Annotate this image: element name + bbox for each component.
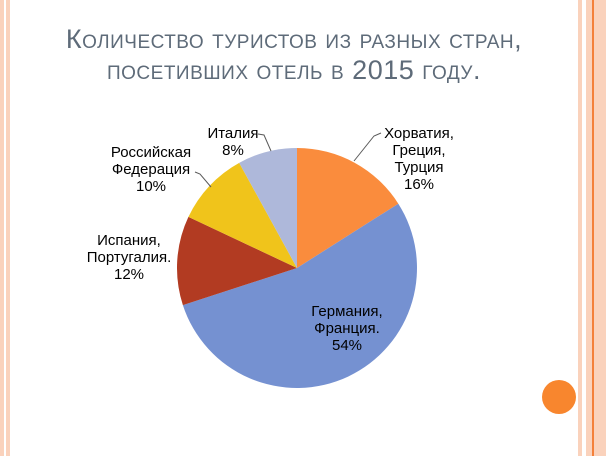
decorative-circle <box>542 380 576 414</box>
pie-label-spain-portugal: Испания, Португалия. 12% <box>86 232 172 283</box>
left-border-stripe-inner <box>6 0 10 456</box>
leader-line-croatia <box>353 132 382 162</box>
pie-label-russian-federation: Российская Федерация 10% <box>110 144 192 195</box>
pie-label-germany-france: Германия, Франция. 54% <box>311 303 383 354</box>
slide-title-line1: Количество туристов из разных стран, <box>65 24 523 54</box>
leader-line-russia <box>194 171 212 188</box>
slide-title-line2: посетивших отель в 2015 году. <box>107 55 481 85</box>
leader-line-italy <box>257 133 272 152</box>
pie-slice-1 <box>182 203 417 388</box>
pie-slice-0 <box>297 148 399 268</box>
right-border-band <box>586 0 606 456</box>
slide-title: Количество туристов из разных стран, пос… <box>10 24 578 86</box>
pie-slice-3 <box>188 162 297 268</box>
pie-slices <box>176 148 417 388</box>
pie-label-croatia-greece-turkey: Хорватия, Греция, Турция 16% <box>384 125 454 193</box>
pie-slice-2 <box>176 216 297 306</box>
right-border-stripe-inner <box>578 0 582 456</box>
leader-lines <box>194 132 382 188</box>
pie-slice-4 <box>239 148 297 268</box>
left-border-stripe-outer <box>0 0 4 456</box>
pie-label-italy: Италия 8% <box>207 125 259 159</box>
right-border-accent-line <box>592 0 594 456</box>
